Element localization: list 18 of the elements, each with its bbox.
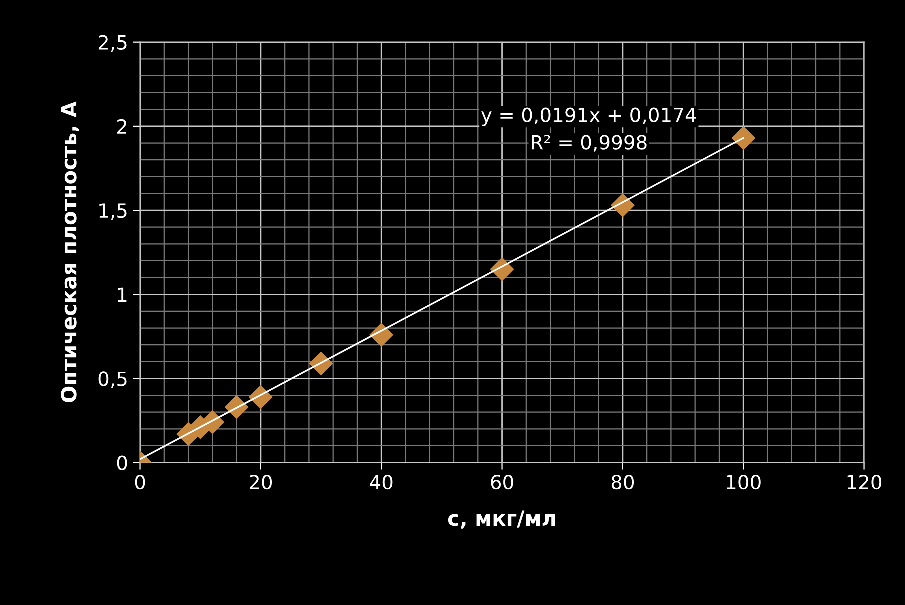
y-tick-label: 0,5 (98, 372, 127, 388)
x-tick-label: 80 (612, 474, 634, 490)
x-axis-title: c, мкг/мл (448, 510, 556, 529)
x-tick-label: 40 (370, 474, 393, 490)
x-tick-label: 120 (848, 474, 882, 490)
annotation: y = 0,0191x + 0,0174 (482, 108, 696, 126)
x-tick-label: 60 (491, 474, 514, 490)
annotation: R² = 0,9998 (532, 135, 647, 152)
x-tick-label: 100 (727, 474, 761, 490)
y-tick-label: 1,5 (100, 204, 127, 220)
y-tick-label: 2 (118, 119, 127, 134)
y-tick-label: 2,5 (98, 35, 127, 52)
y-axis-title: Оптическая плотность, А (61, 102, 80, 403)
y-tick-label: 0 (117, 456, 128, 470)
x-tick-label: 0 (135, 474, 146, 490)
point (732, 126, 756, 150)
x-tick-label: 20 (250, 474, 272, 490)
y-tick-label: 1 (118, 288, 127, 302)
